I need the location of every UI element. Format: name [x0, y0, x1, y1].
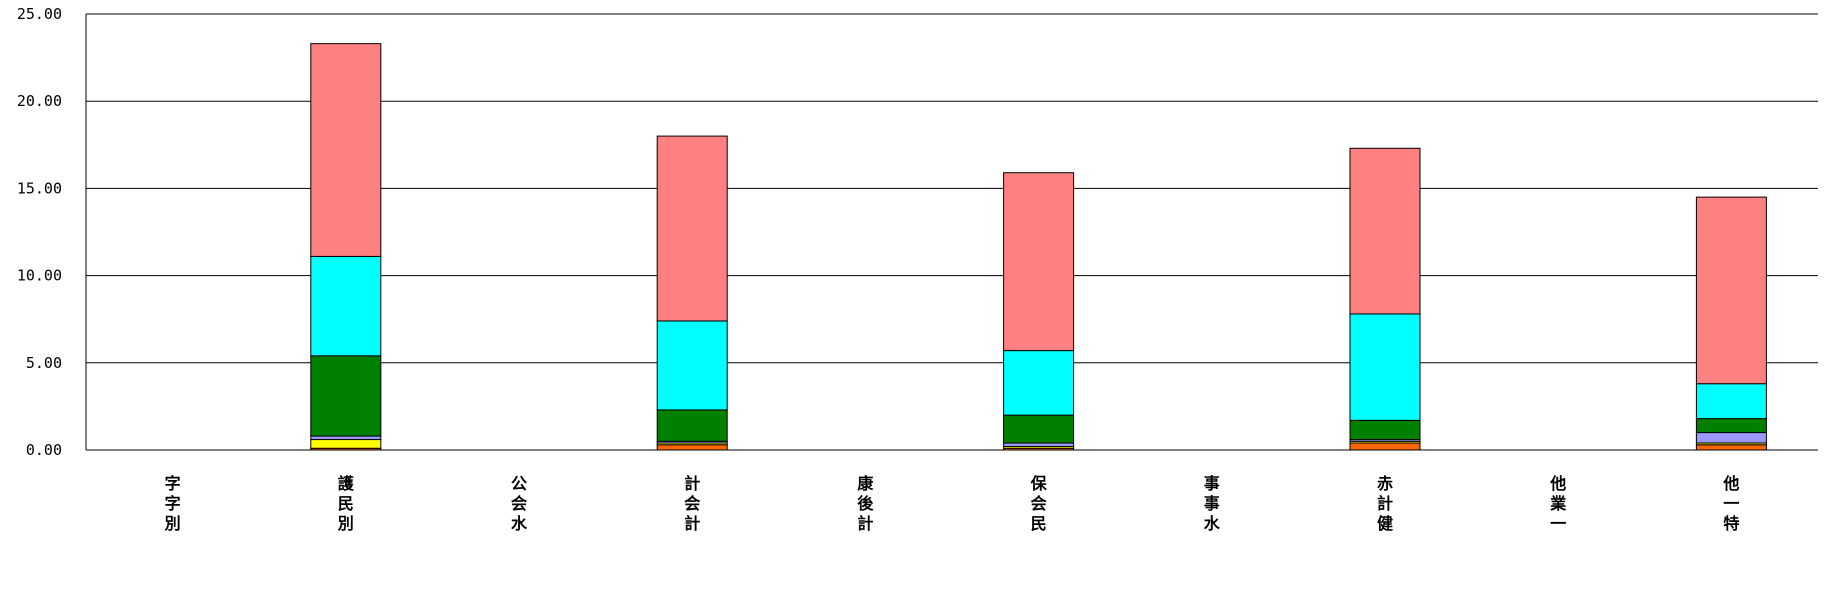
bar-segment-4-6	[656, 135, 728, 322]
y-tick-label: 25.00	[17, 5, 62, 23]
bar-segment-8-6	[1349, 147, 1421, 315]
bars	[310, 43, 1767, 451]
x-tick-label: 計	[1377, 494, 1393, 513]
x-tick-label: 字	[165, 474, 181, 493]
y-tick-label: 10.00	[17, 267, 62, 285]
x-tick-label-group: 康後計	[857, 474, 874, 533]
x-tick-label: 計	[684, 474, 700, 493]
bar-segment-10-3	[1695, 432, 1767, 444]
x-tick-label-group: 他一特	[1722, 474, 1739, 533]
x-tick-label: 保	[1030, 474, 1048, 493]
x-tick-label: 会	[684, 494, 700, 513]
x-tick-label-group: 字字別	[165, 474, 181, 533]
bar-segment-6-4	[1003, 414, 1075, 444]
x-tick-label: 字	[165, 494, 181, 513]
x-tick-label: 公	[511, 474, 527, 493]
x-tick-label: 一	[1723, 494, 1739, 513]
x-tick-label: 水	[1204, 514, 1221, 533]
x-tick-label: 事	[1204, 474, 1220, 493]
bar-segment-8-4	[1349, 419, 1421, 441]
bar-segment-4-5	[656, 320, 728, 411]
x-tick-label: 赤	[1377, 474, 1393, 493]
bar-segment-2-6	[310, 43, 382, 257]
bar-segment-2-2	[310, 439, 382, 449]
x-tick-label: 会	[1031, 494, 1047, 513]
bar-segment-6-3	[1003, 442, 1075, 448]
y-tick-label: 15.00	[17, 179, 62, 197]
x-tick-label-group: 保会民	[1030, 474, 1048, 533]
bar-segment-10-1	[1695, 444, 1767, 451]
x-tick-label: 計	[684, 514, 700, 533]
x-tick-label-group: 計会計	[684, 474, 700, 533]
bar-segment-2-5	[310, 255, 382, 357]
x-tick-label: 別	[165, 514, 181, 533]
bar-segment-8-1	[1349, 442, 1421, 451]
bar-segment-10-4	[1695, 418, 1767, 434]
x-tick-label: 護	[338, 474, 355, 493]
x-tick-label: 業	[1549, 494, 1567, 513]
x-tick-label: 民	[1031, 514, 1047, 533]
x-tick-label-group: 事事水	[1204, 474, 1221, 533]
x-tick-label: 後	[857, 494, 874, 513]
x-tick-label: 事	[1204, 494, 1220, 513]
y-tick-label: 5.00	[26, 354, 62, 372]
x-tick-label: 水	[511, 514, 528, 533]
y-tick-label: 0.00	[26, 441, 62, 459]
x-tick-label: 他	[1722, 474, 1739, 493]
bar-segment-2-3	[310, 435, 382, 441]
x-tick-label: 別	[338, 514, 354, 533]
bar-segment-10-6	[1695, 196, 1767, 385]
x-tick-label: 康	[857, 474, 874, 493]
x-tick-label: 特	[1723, 514, 1739, 533]
bar-segment-6-6	[1003, 172, 1075, 352]
bar-segment-8-5	[1349, 313, 1421, 421]
y-tick-labels: 0.00 5.00 10.00 15.00 20.00 25.00	[17, 5, 62, 459]
x-tick-label: 会	[511, 494, 527, 513]
y-tick-label: 20.00	[17, 92, 62, 110]
x-tick-label: 計	[857, 514, 873, 533]
bar-segment-10-5	[1695, 383, 1767, 420]
bar-segment-4-1	[656, 444, 728, 451]
x-tick-label-group: 赤計健	[1377, 474, 1393, 533]
x-tick-label: 民	[338, 494, 354, 513]
x-tick-label-group: 護民別	[338, 474, 355, 533]
x-tick-label-group: 他業一	[1549, 474, 1567, 533]
x-tick-label: 一	[1550, 514, 1566, 533]
bar-segment-6-5	[1003, 350, 1075, 416]
x-tick-label: 健	[1377, 514, 1393, 533]
bar-segment-4-4	[656, 409, 728, 442]
bar-segment-2-4	[310, 355, 382, 437]
x-tick-label: 他	[1549, 474, 1566, 493]
x-tick-label-group: 公会水	[511, 474, 528, 533]
